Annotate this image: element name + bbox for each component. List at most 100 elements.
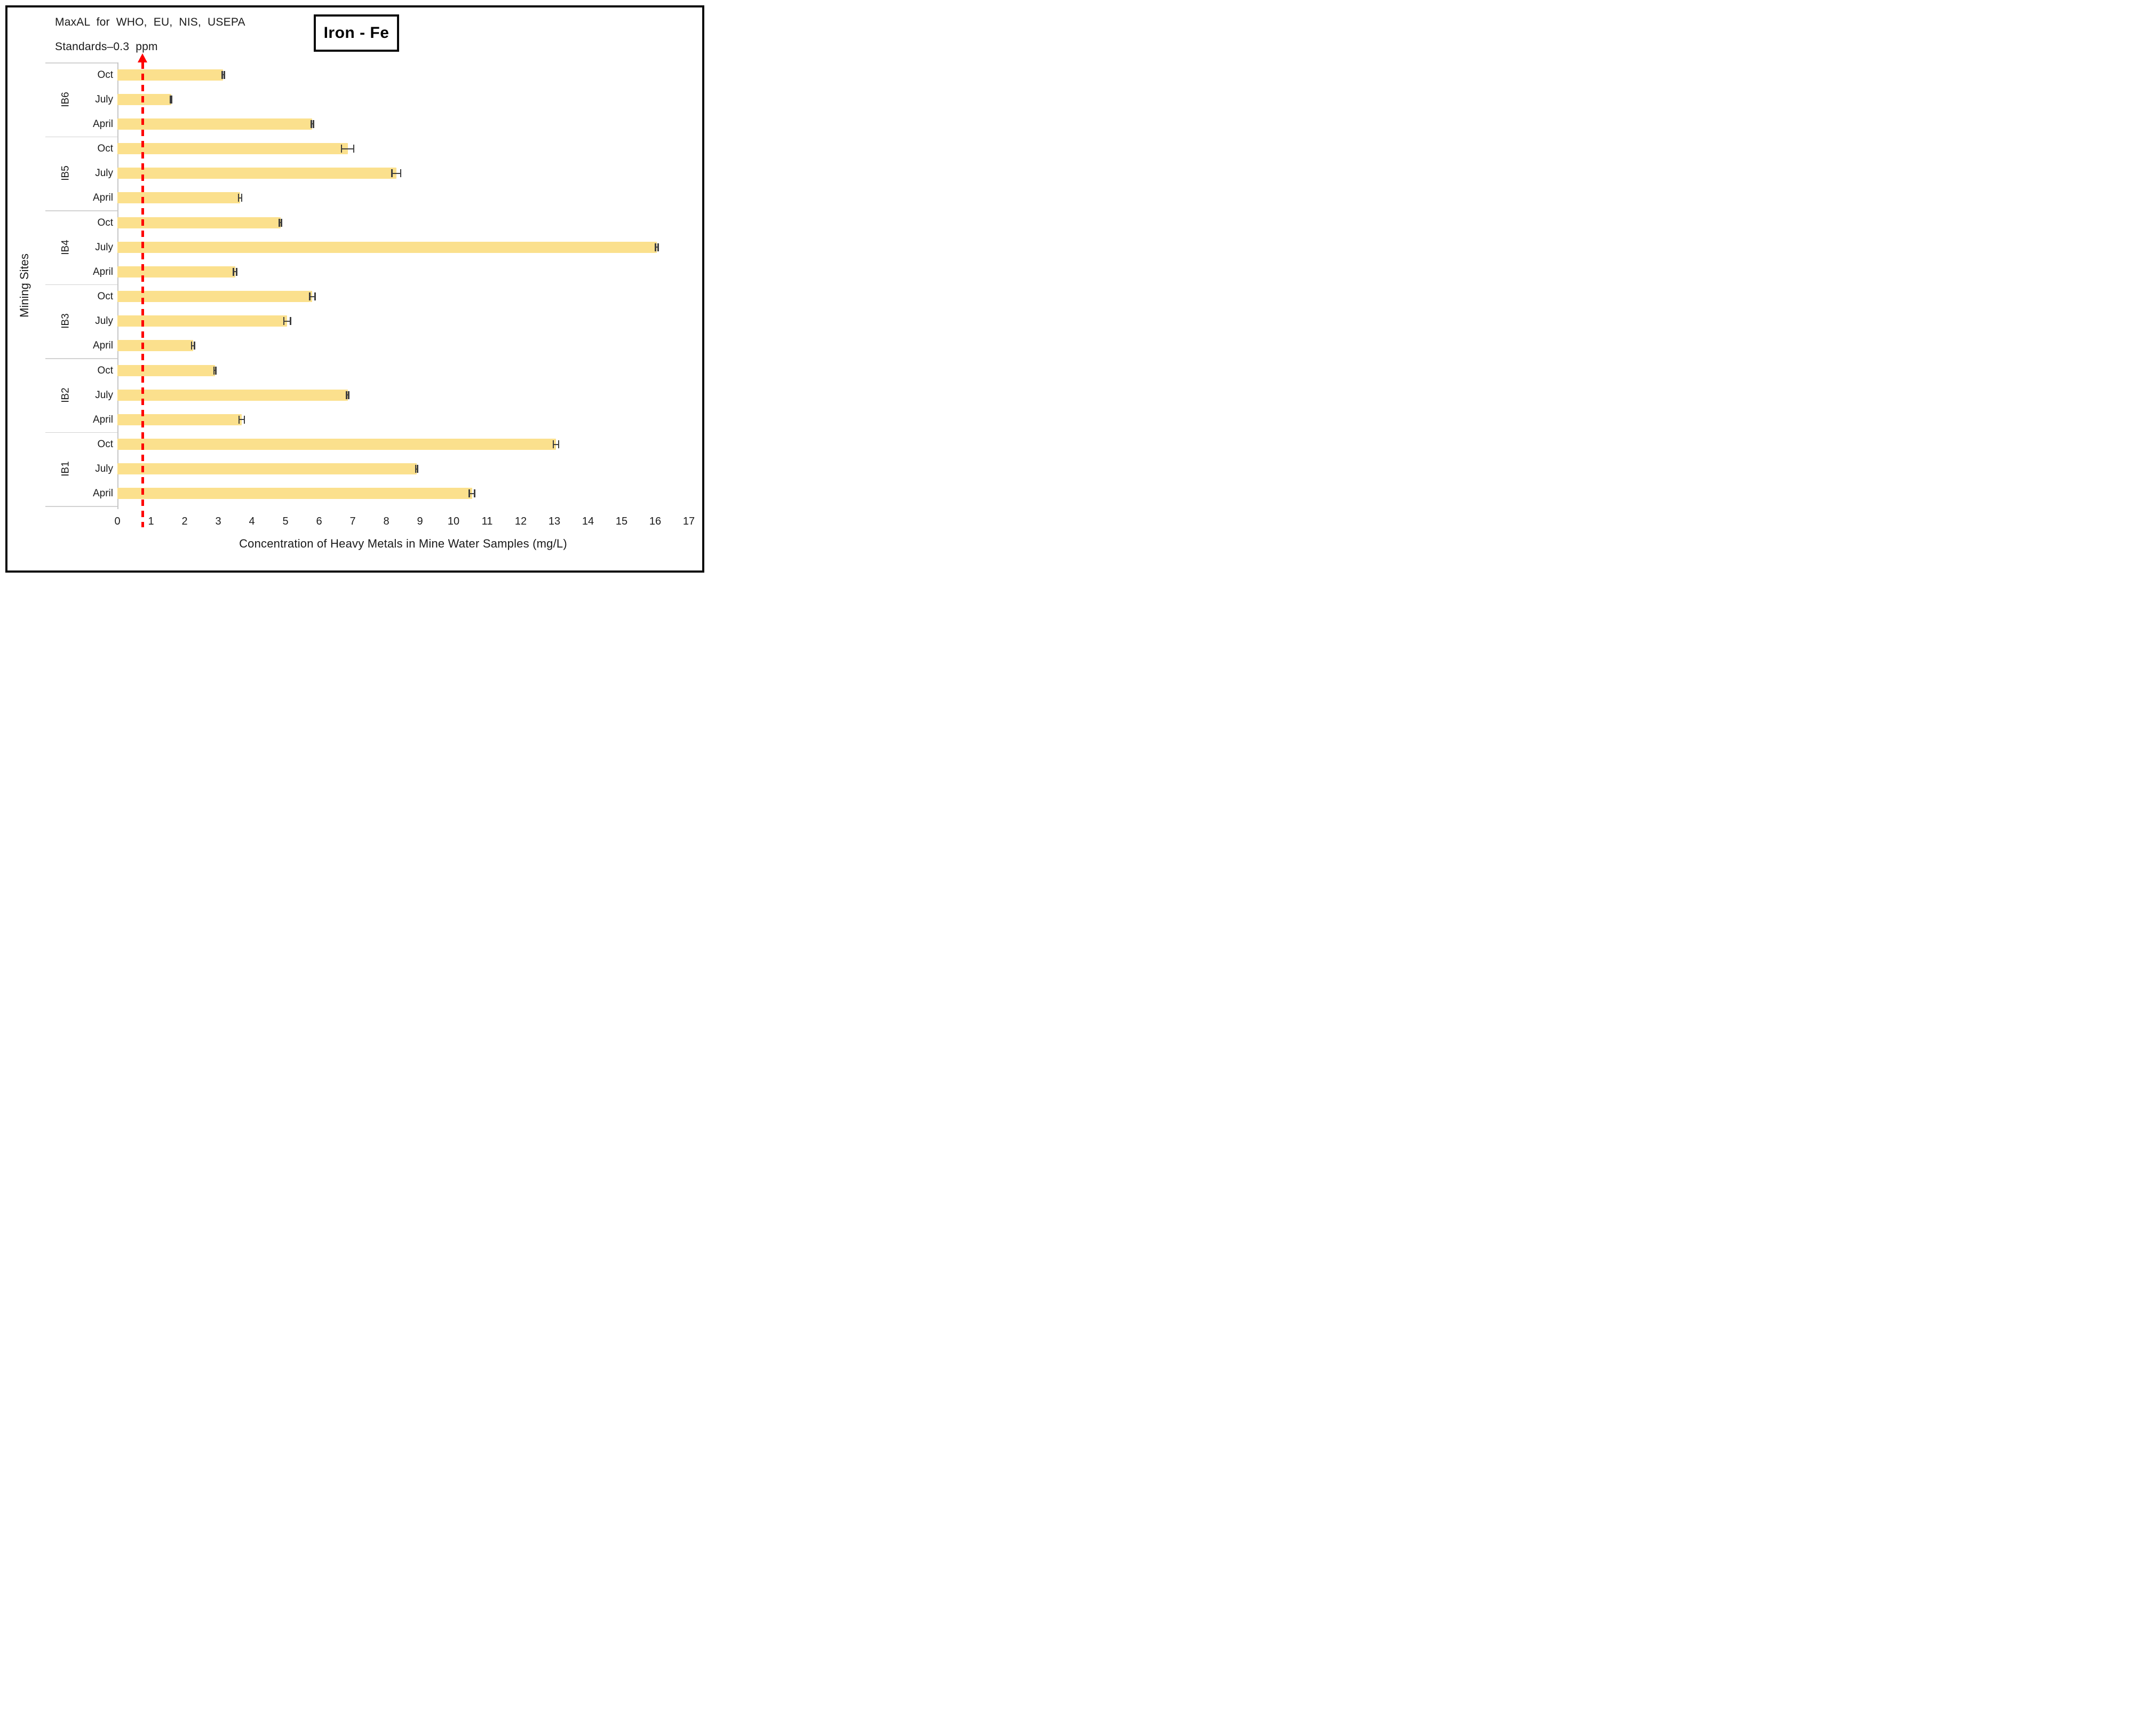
month-label: April [92, 414, 113, 425]
x-tick-label-4: 4 [249, 516, 255, 527]
bar-ib2-oct [117, 364, 215, 376]
month-label: April [92, 192, 113, 204]
x-tick-label-8: 8 [383, 516, 390, 527]
x-tick-label-3: 3 [215, 516, 221, 527]
error-bar-cap [237, 194, 240, 202]
error-bar-whisker [415, 468, 418, 470]
error-bar-cap [311, 120, 312, 128]
error-bar-cap [655, 243, 656, 251]
error-bar-cap [243, 415, 245, 424]
bar-ib5-april [117, 192, 240, 204]
error-bar-cap [170, 95, 171, 104]
error-bar-cap [353, 145, 355, 153]
error-bar-cap [391, 169, 393, 178]
error-bar-cap [314, 292, 316, 301]
error-bar-cap [281, 218, 282, 227]
month-label: Oct [97, 439, 113, 450]
bar-ib1-april [117, 488, 472, 500]
error-bar-cap [241, 194, 243, 202]
site-group-label-ib1: IB1 [60, 461, 71, 477]
error-bar-whisker [279, 222, 282, 224]
error-bar-whisker [311, 123, 314, 125]
x-tick-label-5: 5 [282, 516, 289, 527]
error-bar [213, 366, 217, 375]
chart-title-box: Iron - Fe [314, 14, 399, 52]
x-tick-label-11: 11 [481, 516, 493, 527]
error-bar [237, 194, 243, 202]
error-bar [190, 342, 195, 350]
month-label: April [92, 266, 113, 278]
error-bar-whisker [309, 296, 316, 297]
x-axis-title: Concentration of Heavy Metals in Mine Wa… [239, 537, 567, 550]
x-tick-label-10: 10 [447, 516, 460, 527]
bar-ib2-july [117, 389, 348, 401]
x-tick-label-12: 12 [514, 516, 527, 527]
plot-area: IB6 Oct July April IB5 Oct July April IB4 Oct July… [7, 7, 702, 570]
month-label: July [95, 463, 113, 475]
error-bar-cap [171, 95, 173, 104]
bar-ib6-oct [117, 69, 224, 81]
error-bar-cap [309, 292, 311, 301]
month-label: Oct [97, 143, 113, 155]
site-group-label-ib5: IB5 [60, 165, 71, 181]
y-axis-title: Mining Sites [18, 253, 31, 318]
error-bar-whisker [340, 148, 355, 149]
x-tick-label-6: 6 [316, 516, 322, 527]
error-bar-cap [348, 391, 349, 399]
error-bar-cap [468, 489, 470, 498]
error-bar-cap [283, 317, 285, 326]
bar-ib3-april [117, 340, 193, 352]
error-bar-whisker [190, 345, 195, 346]
month-label: Oct [97, 217, 113, 228]
category-axis-line [117, 62, 118, 509]
x-tick-label-7: 7 [349, 516, 356, 527]
error-bar [221, 70, 225, 79]
error-bar [233, 267, 237, 276]
error-bar [309, 292, 316, 301]
chart-title: Iron - Fe [323, 24, 390, 42]
error-bar-cap [213, 366, 215, 375]
error-bar-whisker [655, 247, 659, 248]
error-bar-cap [552, 440, 554, 449]
error-bar-cap [233, 267, 234, 276]
error-bar [346, 391, 349, 399]
error-bar [552, 440, 560, 449]
error-bar-whisker [237, 197, 243, 199]
error-bar-cap [417, 465, 418, 473]
month-label: Oct [97, 69, 113, 81]
bar-ib6-july [117, 93, 171, 105]
outer-frame: MaxAL for WHO, EU, NIS, USEPA Standards–… [5, 5, 704, 573]
error-bar [311, 120, 314, 128]
bar-ib5-july [117, 168, 396, 179]
x-tick-label-1: 1 [148, 516, 154, 527]
error-bar-cap [400, 169, 402, 178]
bar-ib1-july [117, 463, 417, 475]
maxal-reference-line [141, 62, 144, 527]
error-bar-cap [340, 145, 343, 153]
error-bar-cap [215, 366, 217, 375]
month-label: July [95, 241, 113, 253]
x-tick-label-0: 0 [114, 516, 121, 527]
group-separator-line [45, 432, 117, 433]
bar-ib1-oct [117, 439, 557, 450]
error-bar-cap [224, 70, 225, 79]
error-bar [170, 95, 173, 104]
error-bar-whisker [170, 99, 173, 100]
error-bar-whisker [283, 320, 291, 322]
error-bar [283, 317, 291, 326]
error-bar-cap [236, 267, 237, 276]
bar-ib4-april [117, 266, 235, 278]
bar-ib4-oct [117, 217, 281, 228]
month-label: April [92, 340, 113, 352]
error-bar-cap [657, 243, 659, 251]
error-bar [415, 465, 418, 473]
site-group-label-ib2: IB2 [60, 387, 71, 403]
error-bar-cap [474, 489, 475, 498]
x-tick-label-2: 2 [181, 516, 188, 527]
error-bar-cap [290, 317, 291, 326]
x-tick-label-13: 13 [548, 516, 561, 527]
x-tick-label-9: 9 [417, 516, 423, 527]
maxal-annotation-line2: Standards–0.3 ppm [55, 41, 158, 53]
group-separator-line [45, 358, 117, 359]
month-label: Oct [97, 291, 113, 303]
